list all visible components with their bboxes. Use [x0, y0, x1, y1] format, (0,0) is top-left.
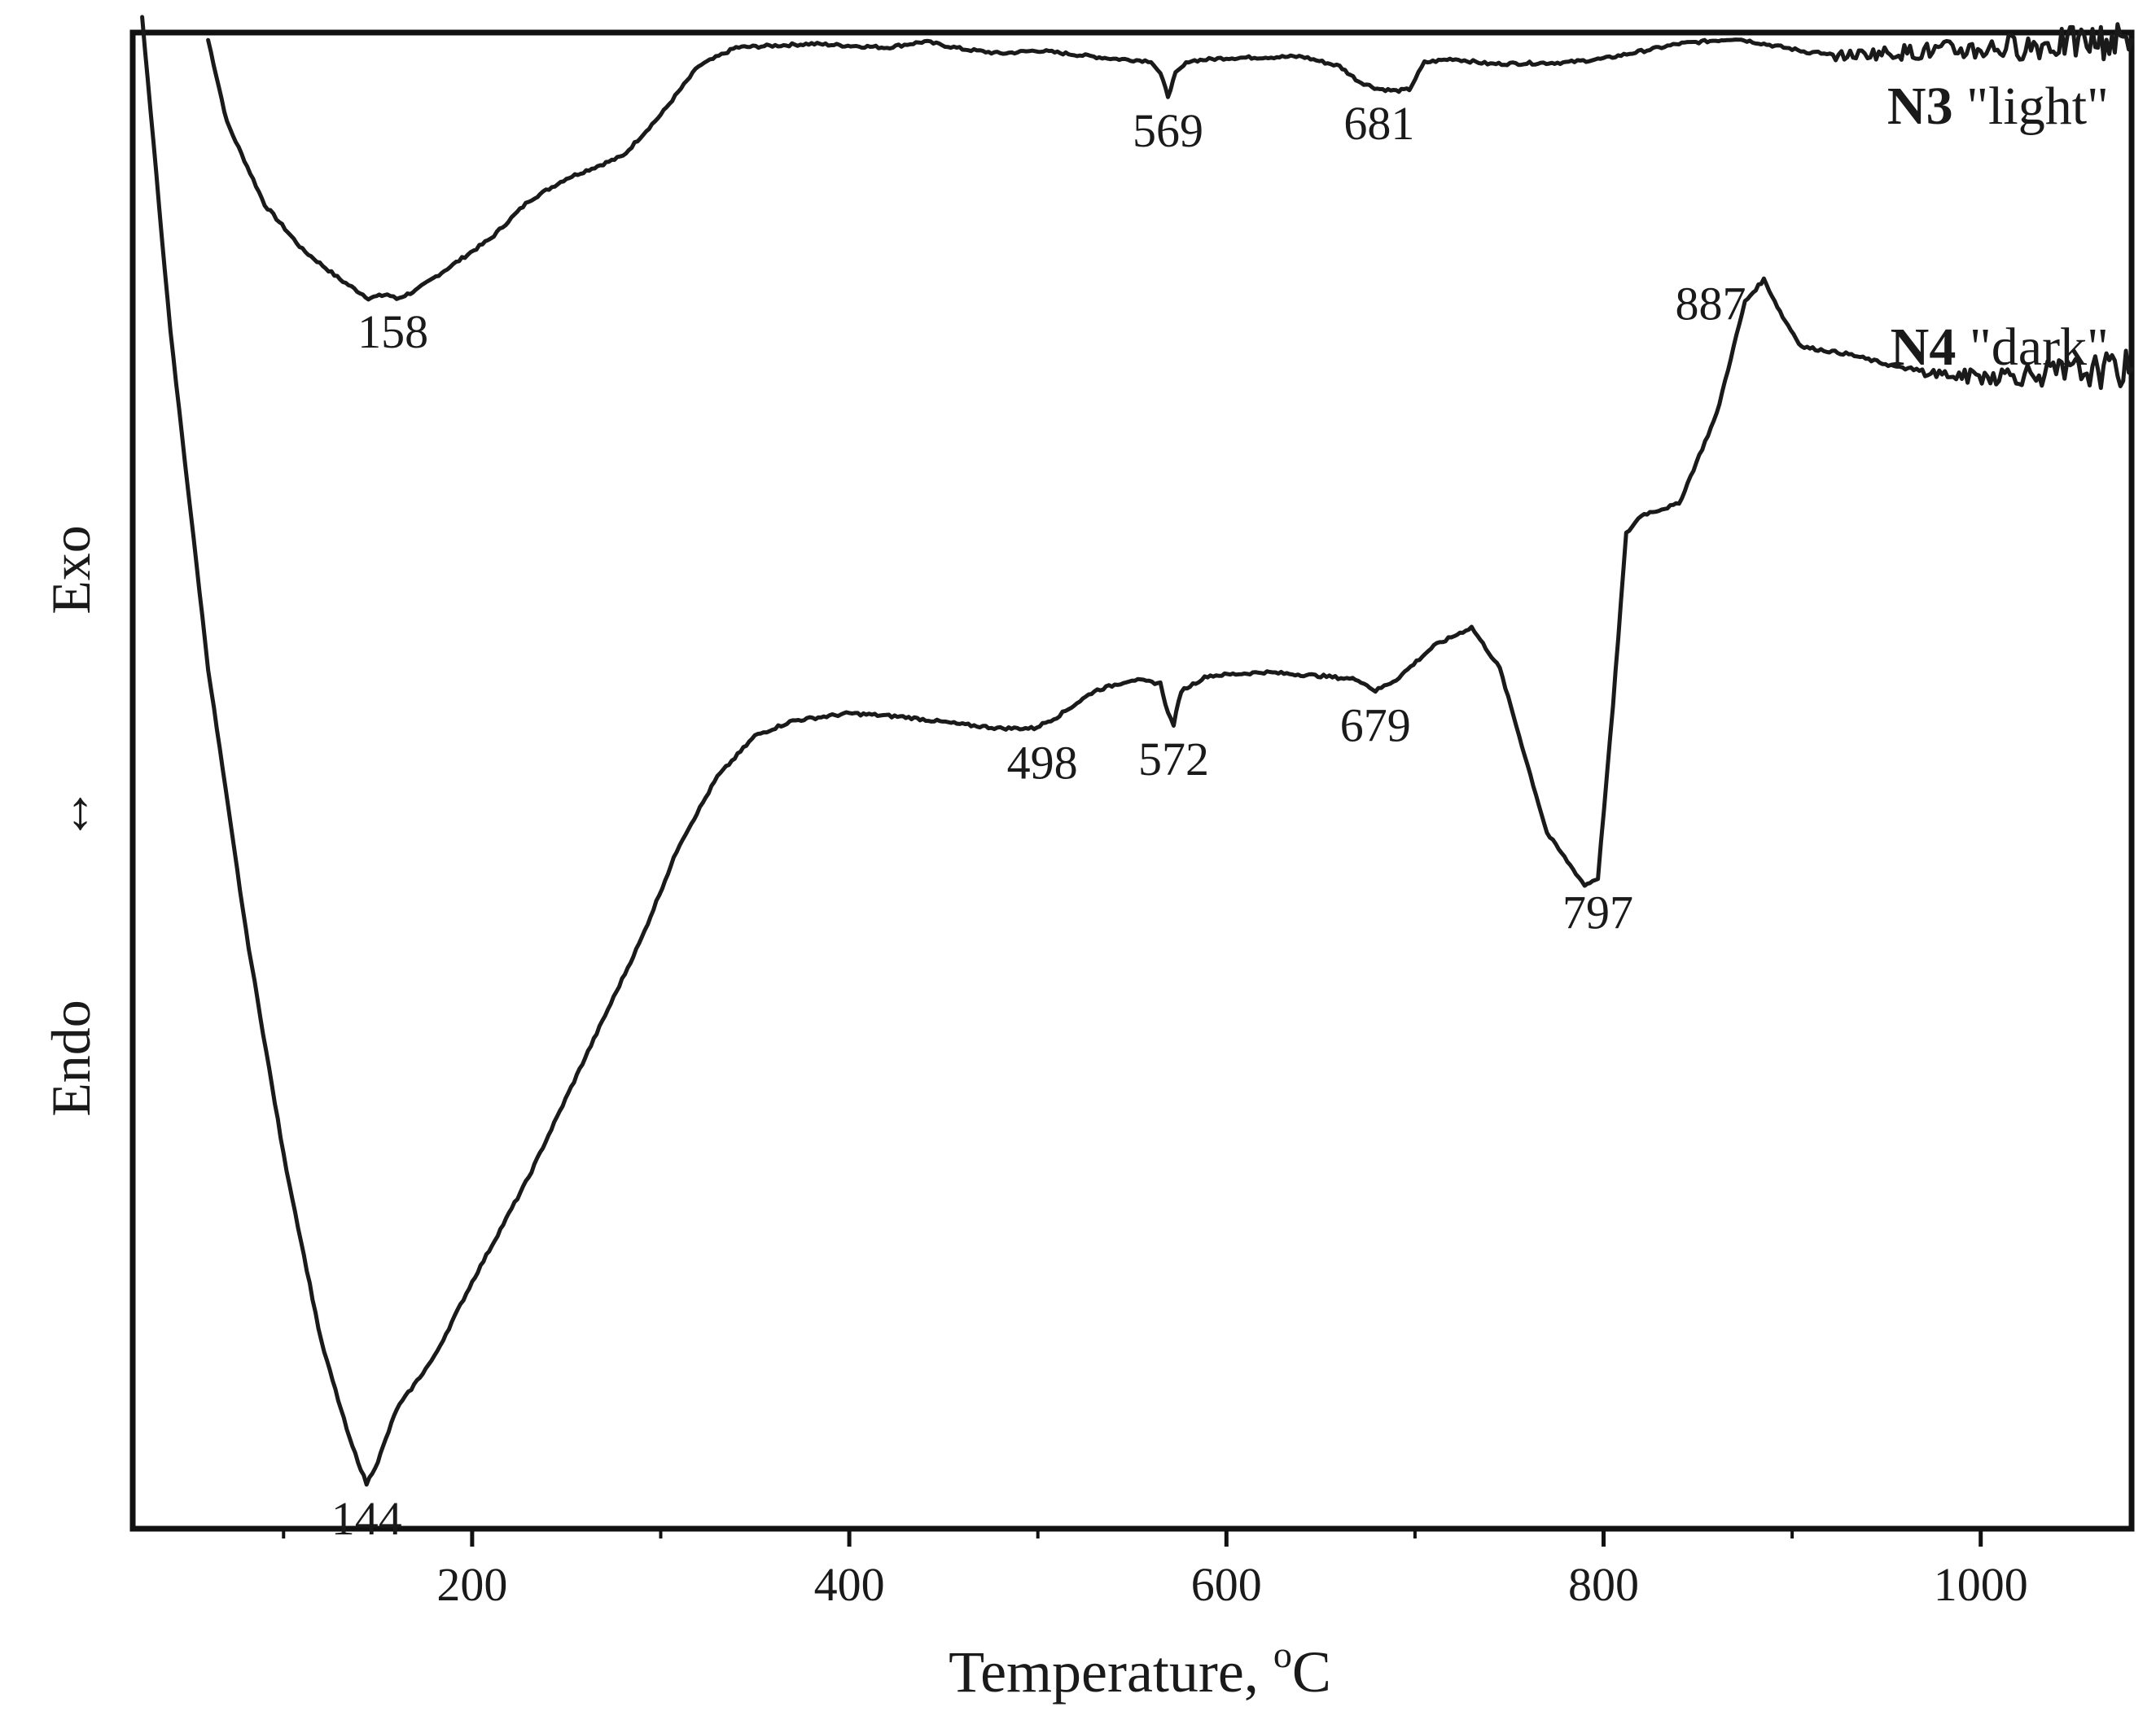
- x-axis-title-unit: C: [1292, 1639, 1331, 1705]
- x-axis-title-superscript: o: [1273, 1634, 1292, 1675]
- x-axis-title-text: Temperature,: [949, 1639, 1273, 1705]
- peak-label: 797: [1562, 886, 1633, 939]
- y-axis-arrow: ↔: [40, 786, 102, 842]
- legend-series-descriptor: "light": [1953, 77, 2109, 136]
- peak-label: 158: [357, 305, 428, 358]
- x-tick-label: 400: [814, 1558, 885, 1611]
- x-axis-title: Temperature, oC: [949, 1634, 1331, 1705]
- y-axis-endo-label: Endo: [40, 1000, 102, 1117]
- series-n4-dark-curve: [140, 15, 2134, 1487]
- peak-annotations: 158 569 681 887 144 498 572 679 797: [331, 97, 1746, 1545]
- x-tick-label: 200: [436, 1558, 507, 1611]
- x-tick-label: 600: [1191, 1558, 1262, 1611]
- legend: N3 "light" N4 "dark": [1887, 77, 2109, 377]
- peak-label: 144: [331, 1492, 402, 1545]
- legend-entry: N4 "dark": [1891, 317, 2109, 377]
- peak-label: 887: [1676, 277, 1746, 330]
- plot-frame: [129, 29, 2135, 1532]
- series-n3-light-curve: [206, 22, 2134, 302]
- y-axis-exo-label: Exo: [40, 525, 102, 615]
- peak-label: 498: [1007, 737, 1078, 790]
- legend-series-id: N4: [1891, 317, 1957, 377]
- legend-entry: N3 "light": [1887, 77, 2109, 136]
- peak-label: 679: [1340, 699, 1411, 752]
- plot-border: [129, 29, 2135, 1532]
- x-tick-label: 800: [1568, 1558, 1639, 1611]
- peak-label: 569: [1133, 104, 1203, 157]
- x-axis: 200 400 600 800 1000: [282, 1529, 2028, 1611]
- legend-series-descriptor: "dark": [1956, 317, 2109, 377]
- peak-label: 681: [1343, 97, 1414, 150]
- y-axis-title: Endo ↔ Exo: [40, 525, 102, 1117]
- x-tick-label: 1000: [1934, 1558, 2028, 1611]
- curves: [140, 15, 2134, 1487]
- legend-series-id: N3: [1887, 77, 1953, 136]
- peak-label: 572: [1138, 733, 1209, 786]
